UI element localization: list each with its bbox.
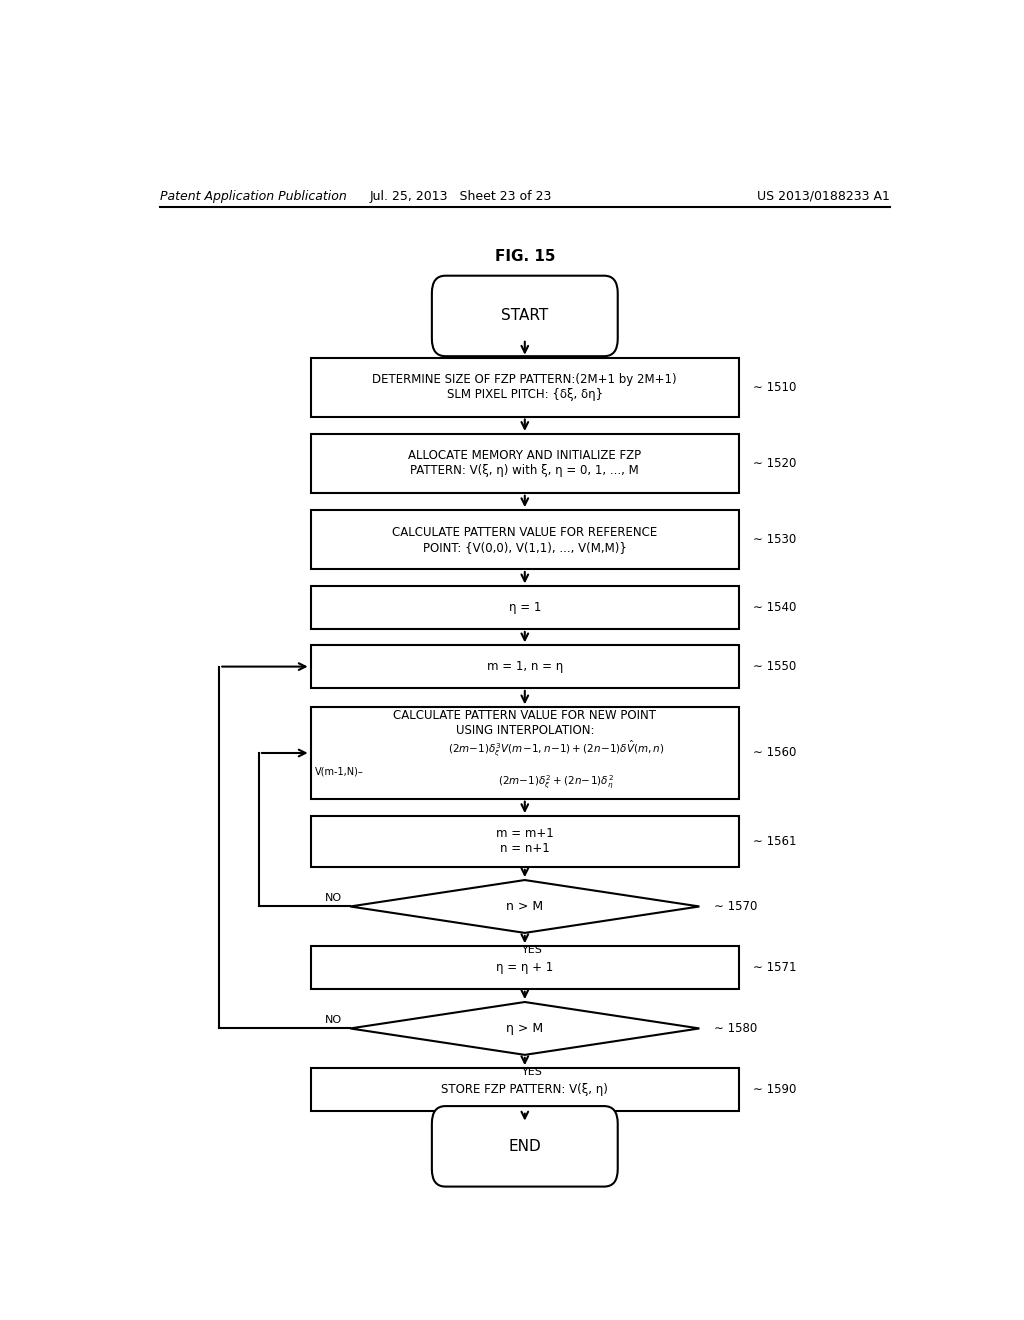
- Bar: [310, 708, 739, 799]
- Text: ∼ 1510: ∼ 1510: [754, 380, 797, 393]
- Text: ∼ 1520: ∼ 1520: [754, 457, 797, 470]
- Text: START: START: [501, 309, 549, 323]
- Text: CALCULATE PATTERN VALUE FOR NEW POINT
USING INTERPOLATION:: CALCULATE PATTERN VALUE FOR NEW POINT US…: [393, 709, 656, 737]
- Text: YES: YES: [522, 945, 543, 956]
- Text: $(2m\!-\!1)\delta_\xi^3 V(m\!-\!1,n\!-\!1)+(2n\!-\!1)\delta\hat{V}(m,n)$: $(2m\!-\!1)\delta_\xi^3 V(m\!-\!1,n\!-\!…: [449, 738, 665, 758]
- Bar: [310, 510, 739, 569]
- Polygon shape: [350, 1002, 699, 1055]
- Text: ALLOCATE MEMORY AND INITIALIZE FZP
PATTERN: V(ξ, η) with ξ, η = 0, 1, ..., M: ALLOCATE MEMORY AND INITIALIZE FZP PATTE…: [409, 449, 641, 478]
- Text: ∼ 1530: ∼ 1530: [754, 533, 797, 546]
- Bar: [310, 586, 739, 630]
- Text: NO: NO: [326, 894, 342, 903]
- Text: ∼ 1560: ∼ 1560: [754, 747, 797, 759]
- Text: CALCULATE PATTERN VALUE FOR REFERENCE
POINT: {V(0,0), V(1,1), ..., V(M,M)}: CALCULATE PATTERN VALUE FOR REFERENCE PO…: [392, 525, 657, 553]
- Text: END: END: [509, 1139, 541, 1154]
- Text: m = m+1
n = n+1: m = m+1 n = n+1: [496, 828, 554, 855]
- Text: STORE FZP PATTERN: V(ξ, η): STORE FZP PATTERN: V(ξ, η): [441, 1082, 608, 1096]
- Text: m = 1, n = η: m = 1, n = η: [486, 660, 563, 673]
- Text: ∼ 1580: ∼ 1580: [714, 1022, 757, 1035]
- Text: ∼ 1561: ∼ 1561: [754, 836, 797, 847]
- Text: ∼ 1570: ∼ 1570: [714, 900, 757, 913]
- Text: η = 1: η = 1: [509, 601, 541, 614]
- Text: ∼ 1540: ∼ 1540: [754, 601, 797, 614]
- Bar: [310, 645, 739, 688]
- Text: YES: YES: [522, 1067, 543, 1077]
- Text: η > M: η > M: [506, 1022, 544, 1035]
- Text: NO: NO: [326, 1015, 342, 1026]
- Text: Patent Application Publication: Patent Application Publication: [160, 190, 346, 202]
- Text: US 2013/0188233 A1: US 2013/0188233 A1: [757, 190, 890, 202]
- Text: η = η + 1: η = η + 1: [497, 961, 553, 974]
- Bar: [310, 1068, 739, 1110]
- Text: ∼ 1590: ∼ 1590: [754, 1082, 797, 1096]
- Text: n > M: n > M: [506, 900, 544, 913]
- Bar: [310, 434, 739, 492]
- FancyBboxPatch shape: [432, 1106, 617, 1187]
- Bar: [310, 358, 739, 417]
- Bar: [310, 816, 739, 867]
- Text: V(m-1,N)–: V(m-1,N)–: [314, 767, 364, 776]
- FancyBboxPatch shape: [432, 276, 617, 356]
- Text: $(2m\!-\!1)\delta_\xi^2+(2n\!-\!1)\delta_\eta^{\,2}$: $(2m\!-\!1)\delta_\xi^2+(2n\!-\!1)\delta…: [498, 774, 615, 791]
- Text: FIG. 15: FIG. 15: [495, 249, 555, 264]
- Text: ∼ 1550: ∼ 1550: [754, 660, 797, 673]
- Polygon shape: [350, 880, 699, 933]
- Bar: [310, 946, 739, 989]
- Text: Jul. 25, 2013   Sheet 23 of 23: Jul. 25, 2013 Sheet 23 of 23: [370, 190, 553, 202]
- Text: DETERMINE SIZE OF FZP PATTERN:(2M+1 by 2M+1)
SLM PIXEL PITCH: {δξ, δη}: DETERMINE SIZE OF FZP PATTERN:(2M+1 by 2…: [373, 374, 677, 401]
- Text: ∼ 1571: ∼ 1571: [754, 961, 797, 974]
